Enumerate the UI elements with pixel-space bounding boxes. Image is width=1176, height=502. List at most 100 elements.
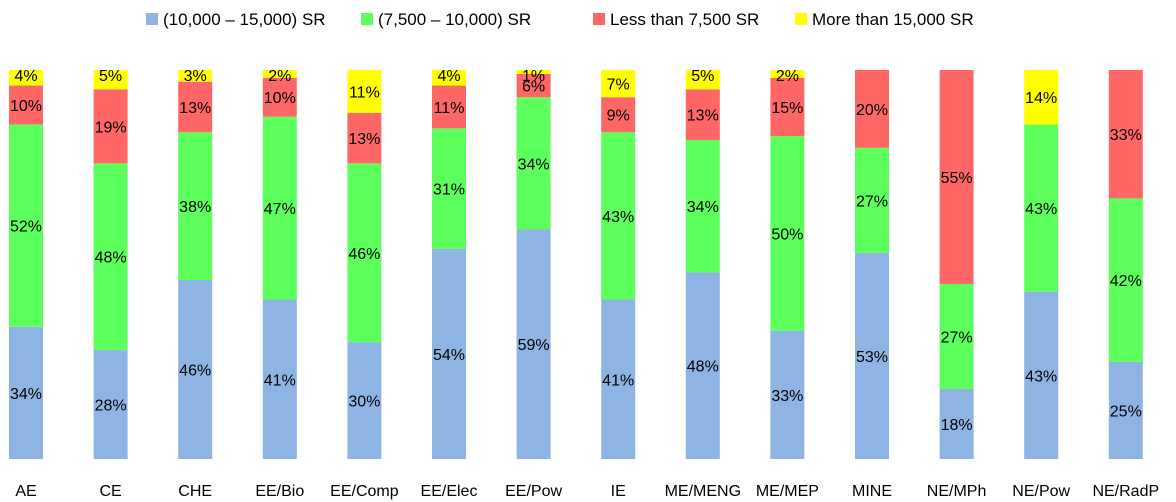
data-label: 33% bbox=[1110, 127, 1142, 144]
bar-segment bbox=[770, 136, 805, 331]
data-label: 30% bbox=[348, 394, 380, 411]
bar-segment bbox=[1108, 70, 1143, 199]
data-label: 43% bbox=[602, 209, 634, 226]
data-label: 18% bbox=[941, 417, 973, 434]
data-label: 10% bbox=[10, 98, 42, 115]
data-label: 9% bbox=[607, 108, 630, 125]
x-tick-label: ME/MEP bbox=[756, 483, 819, 500]
bar-segment bbox=[516, 70, 551, 74]
value-labels: 34% 52% 10% 4% 28% 48% 19% 5% 46% 38% 13% 3% 41% 47% 1… bbox=[10, 68, 1142, 434]
bar-segment bbox=[939, 70, 974, 284]
data-label: 43% bbox=[1025, 201, 1057, 218]
data-label: 41% bbox=[264, 372, 296, 389]
data-label: 25% bbox=[1110, 403, 1142, 420]
legend-swatch-3 bbox=[593, 13, 605, 25]
x-tick-label: CE bbox=[99, 483, 121, 500]
data-label: 27% bbox=[941, 329, 973, 346]
data-label: 48% bbox=[95, 250, 127, 267]
data-label: 38% bbox=[179, 199, 211, 216]
bar-segment bbox=[516, 73, 551, 98]
bar-segment bbox=[770, 70, 805, 78]
legend-swatch-1 bbox=[146, 13, 158, 25]
data-label: 11% bbox=[349, 84, 380, 101]
bar-segment bbox=[1024, 70, 1059, 125]
data-label: 1% bbox=[522, 68, 545, 85]
data-label: 2% bbox=[776, 68, 799, 85]
bar-segment bbox=[93, 163, 128, 351]
bar-segment bbox=[9, 124, 43, 327]
bar-segment bbox=[685, 70, 720, 90]
legend-label-1: (10,000 – 15,000) SR bbox=[163, 10, 326, 29]
x-tick-label: ME/MENG bbox=[665, 483, 741, 500]
x-tick-label: EE/Comp bbox=[330, 483, 399, 500]
data-label: 5% bbox=[691, 68, 714, 85]
data-label: 47% bbox=[264, 201, 296, 218]
data-label: 19% bbox=[95, 119, 127, 136]
bar-segment bbox=[262, 70, 297, 78]
bar-segment bbox=[262, 299, 297, 459]
bar-segment bbox=[432, 70, 466, 86]
data-label: 7% bbox=[607, 77, 630, 94]
legend: (10,000 – 15,000) SR (7,500 – 10,000) SR L… bbox=[146, 10, 974, 29]
bar-segment bbox=[178, 280, 213, 459]
data-label: 4% bbox=[14, 68, 37, 85]
data-label: 10% bbox=[264, 90, 296, 107]
x-tick-label: IE bbox=[611, 483, 626, 500]
bar-segment bbox=[347, 112, 382, 164]
x-tick-label: EE/Elec bbox=[421, 483, 478, 500]
bar-segment bbox=[1024, 291, 1059, 459]
data-label: 34% bbox=[687, 199, 719, 216]
x-tick-label: MINE bbox=[852, 483, 892, 500]
bar-segment bbox=[601, 97, 636, 133]
bar-segment bbox=[93, 89, 128, 164]
data-label: 14% bbox=[1025, 90, 1057, 107]
legend-label-2: (7,500 – 10,000) SR bbox=[378, 10, 531, 29]
bar-segment bbox=[601, 132, 636, 300]
bar-segment bbox=[685, 89, 720, 141]
data-label: 34% bbox=[10, 386, 42, 403]
bar-segment bbox=[855, 147, 889, 253]
bar-segment bbox=[93, 70, 128, 90]
bar-segment bbox=[178, 132, 213, 281]
bar-segment bbox=[770, 77, 805, 137]
bar-segment bbox=[178, 70, 213, 82]
data-label: 4% bbox=[437, 68, 460, 85]
data-label: 13% bbox=[687, 108, 719, 125]
x-tick-label: EE/Bio bbox=[255, 483, 304, 500]
bar-segment bbox=[9, 70, 43, 86]
data-label: 41% bbox=[602, 372, 634, 389]
bar-segment bbox=[770, 330, 805, 459]
bar-segment bbox=[516, 229, 551, 459]
bar-segment bbox=[601, 299, 636, 459]
data-label: 11% bbox=[434, 100, 465, 117]
category-labels: AE CE CHE EE/Bio EE/Comp EE/Elec EE/Pow IE ME/ME… bbox=[15, 483, 1159, 500]
data-label: 34% bbox=[518, 156, 550, 173]
bar-segment bbox=[1108, 198, 1143, 362]
data-label: 52% bbox=[10, 219, 42, 236]
data-label: 15% bbox=[771, 100, 803, 117]
data-label: 13% bbox=[348, 131, 380, 148]
data-label: 50% bbox=[771, 226, 803, 243]
data-label: 54% bbox=[433, 347, 465, 364]
data-label: 5% bbox=[99, 68, 122, 85]
bar-segment bbox=[262, 116, 297, 300]
bar-segment bbox=[601, 70, 636, 98]
data-label: 3% bbox=[184, 68, 207, 85]
x-tick-label: NE/MPh bbox=[927, 483, 987, 500]
bar-segment bbox=[855, 70, 889, 148]
bar-segment bbox=[939, 388, 974, 459]
data-label: 46% bbox=[179, 363, 211, 380]
legend-swatch-4 bbox=[795, 13, 807, 25]
legend-label-4: More than 15,000 SR bbox=[812, 10, 974, 29]
data-label: 33% bbox=[771, 388, 803, 405]
bar-segment bbox=[1024, 124, 1059, 292]
data-label: 46% bbox=[348, 246, 380, 263]
x-tick-label: CHE bbox=[178, 483, 212, 500]
data-label: 28% bbox=[95, 398, 127, 415]
bar-segment bbox=[939, 283, 974, 389]
bar-segment bbox=[9, 85, 43, 125]
data-label: 43% bbox=[1025, 368, 1057, 385]
data-label: 2% bbox=[268, 68, 291, 85]
data-label: 53% bbox=[856, 349, 888, 366]
